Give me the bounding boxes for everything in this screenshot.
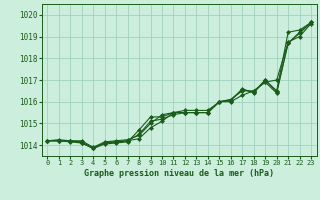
X-axis label: Graphe pression niveau de la mer (hPa): Graphe pression niveau de la mer (hPa)	[84, 169, 274, 178]
